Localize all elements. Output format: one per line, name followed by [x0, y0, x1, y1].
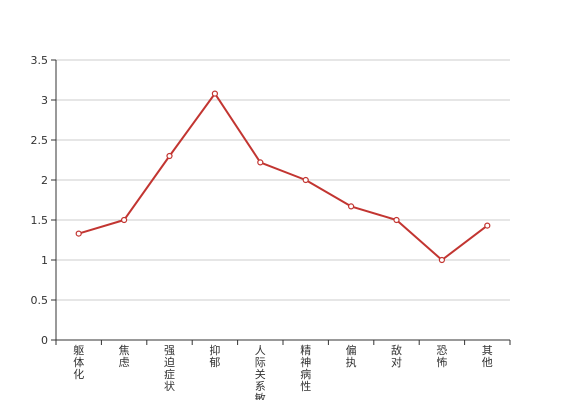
y-tick-label: 2.5: [31, 134, 49, 147]
x-tick-label: 强迫症状: [164, 344, 175, 393]
x-tick-label: 抑郁: [209, 343, 220, 369]
y-tick-label: 3.5: [31, 54, 49, 67]
data-points: [75, 90, 491, 264]
x-tick-label: 恐怖: [436, 344, 447, 369]
x-tick-label: 敌对: [391, 343, 402, 369]
x-tick-labels: 躯体化 焦虑 强迫症状 抑郁 人际关系敏感 精神病性 偏执 敌对 恐怖 其他: [73, 343, 493, 400]
grid-lines: [56, 59, 510, 301]
data-point: [438, 256, 445, 264]
x-tick-label: 偏执: [346, 343, 357, 369]
data-point: [211, 90, 218, 97]
y-tick-label: 2: [41, 174, 48, 187]
y-tick-label: 0: [41, 334, 48, 347]
y-tick-labels: 0 0.5 1 1.5 2 2.5 3 3.5: [31, 54, 49, 347]
x-tick-label: 人际关系敏感: [255, 344, 266, 400]
data-point: [302, 176, 309, 184]
series-line: [78, 92, 488, 261]
data-point: [348, 203, 355, 210]
series-line-group: [78, 92, 488, 261]
x-tick-label: 躯体化: [73, 344, 84, 381]
x-tick-label: 焦虑: [119, 344, 130, 369]
data-point: [484, 222, 491, 229]
data-point: [393, 216, 400, 224]
y-tick-label: 0.5: [31, 294, 49, 307]
y-tick-label: 3: [41, 94, 48, 107]
y-tick-label: 1.5: [31, 214, 49, 227]
data-point: [257, 159, 264, 166]
data-point: [120, 216, 128, 224]
axes: [51, 59, 511, 345]
x-tick-label: 其他: [482, 344, 493, 369]
data-point: [75, 230, 82, 237]
y-tick-label: 1: [41, 254, 48, 267]
data-point: [166, 152, 173, 160]
x-tick-label: 精神病性: [300, 344, 311, 393]
